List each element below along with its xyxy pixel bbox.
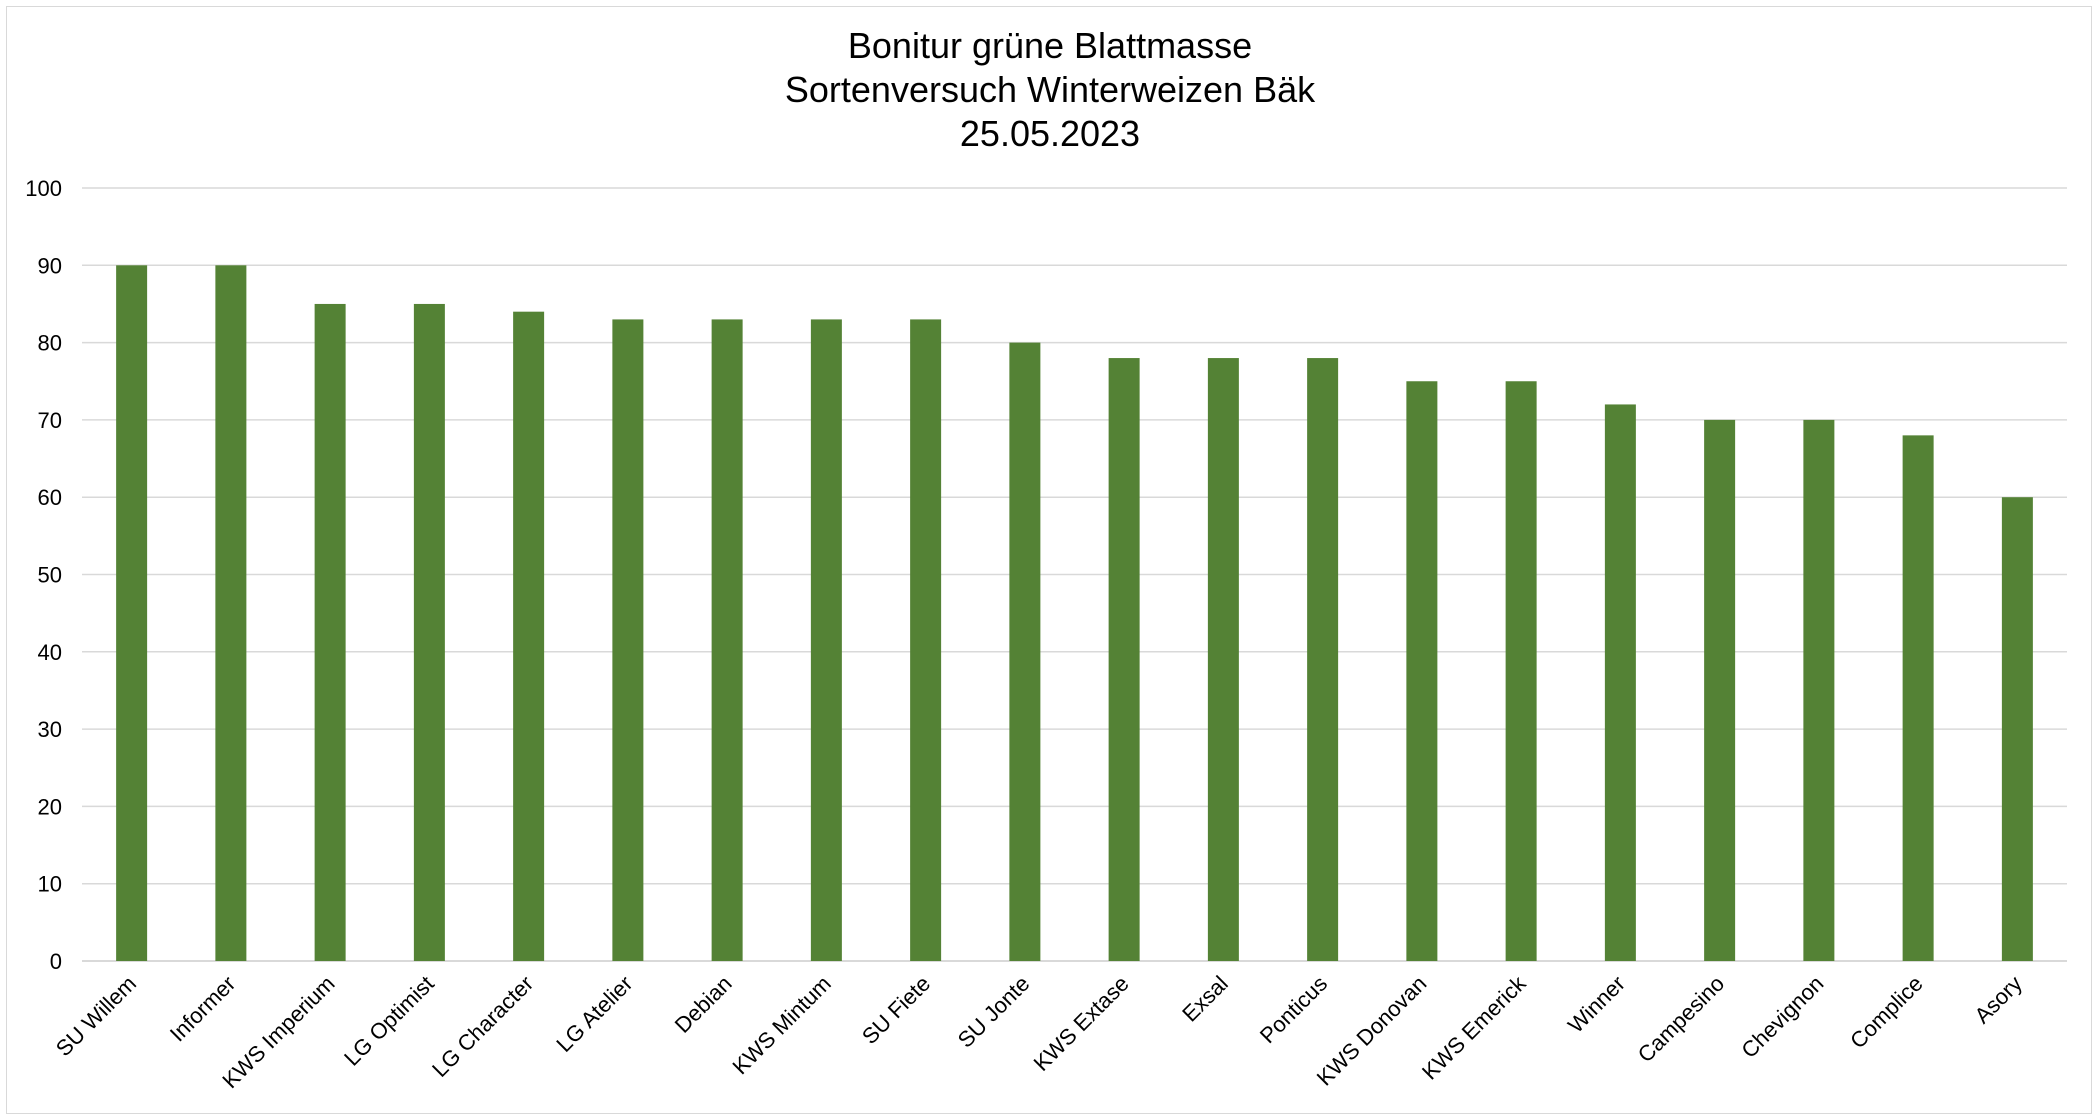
x-category-label: Chevignon bbox=[1736, 971, 1828, 1063]
y-tick-label: 10 bbox=[38, 872, 62, 897]
x-category-label: SU Jonte bbox=[953, 971, 1035, 1053]
bar bbox=[910, 319, 942, 961]
bar bbox=[2001, 497, 2033, 961]
bar bbox=[314, 303, 346, 961]
bar bbox=[1902, 435, 1934, 961]
y-tick-label: 90 bbox=[38, 253, 62, 278]
x-category-label: KWS Extase bbox=[1029, 971, 1134, 1076]
bar bbox=[1803, 419, 1835, 961]
y-tick-label: 60 bbox=[38, 485, 62, 510]
bar bbox=[413, 303, 445, 961]
x-category-label: Debian bbox=[670, 971, 737, 1038]
y-tick-label: 100 bbox=[25, 176, 62, 201]
x-category-label: KWS Mintum bbox=[727, 971, 835, 1079]
chart-title-line-2: Sortenversuch Winterweizen Bäk bbox=[785, 69, 1316, 110]
y-tick-label: 30 bbox=[38, 717, 62, 742]
x-category-label: Exsal bbox=[1177, 971, 1233, 1027]
bar bbox=[1505, 381, 1537, 961]
bar bbox=[116, 265, 148, 961]
x-category-label: SU Fiete bbox=[857, 971, 935, 1049]
bar bbox=[711, 319, 743, 961]
x-category-label: Ponticus bbox=[1255, 971, 1332, 1048]
x-category-label: Asory bbox=[1969, 971, 2026, 1028]
y-tick-label: 0 bbox=[50, 949, 62, 974]
x-category-label: Informer bbox=[165, 971, 241, 1047]
gridlines bbox=[82, 187, 2067, 962]
x-category-label: Campesino bbox=[1633, 971, 1729, 1067]
bar bbox=[810, 319, 842, 961]
x-category-label: Winner bbox=[1563, 971, 1630, 1038]
x-category-label: Complice bbox=[1845, 971, 1928, 1054]
chart-frame bbox=[6, 6, 2092, 1114]
bar bbox=[513, 311, 545, 961]
x-category-label: SU Willem bbox=[51, 971, 141, 1061]
bar bbox=[1307, 358, 1339, 961]
x-category-label: LG Atelier bbox=[551, 971, 637, 1057]
y-tick-label: 20 bbox=[38, 794, 62, 819]
y-axis-tick-labels: 0 10 20 30 40 50 60 70 80 90 100 bbox=[25, 176, 62, 974]
y-tick-label: 40 bbox=[38, 640, 62, 665]
bar bbox=[1406, 381, 1438, 961]
chart-title-line-1: Bonitur grüne Blattmasse bbox=[848, 25, 1252, 66]
chart-title-line-3: 25.05.2023 bbox=[960, 113, 1140, 154]
bar bbox=[612, 319, 644, 961]
y-tick-label: 50 bbox=[38, 563, 62, 588]
bar bbox=[1207, 358, 1239, 961]
y-tick-label: 80 bbox=[38, 331, 62, 356]
x-category-label: LG Optimist bbox=[339, 971, 439, 1071]
bars bbox=[116, 265, 2033, 962]
bar bbox=[1108, 358, 1140, 961]
bar bbox=[1704, 419, 1736, 961]
bar bbox=[1009, 342, 1041, 962]
bar bbox=[215, 265, 247, 961]
x-category-label: LG Character bbox=[427, 971, 538, 1082]
x-category-label: KWS Emerick bbox=[1417, 970, 1531, 1084]
chart-title: Bonitur grüne Blattmasse Sortenversuch W… bbox=[785, 25, 1316, 154]
bar bbox=[1604, 404, 1636, 961]
y-tick-label: 70 bbox=[38, 408, 62, 433]
